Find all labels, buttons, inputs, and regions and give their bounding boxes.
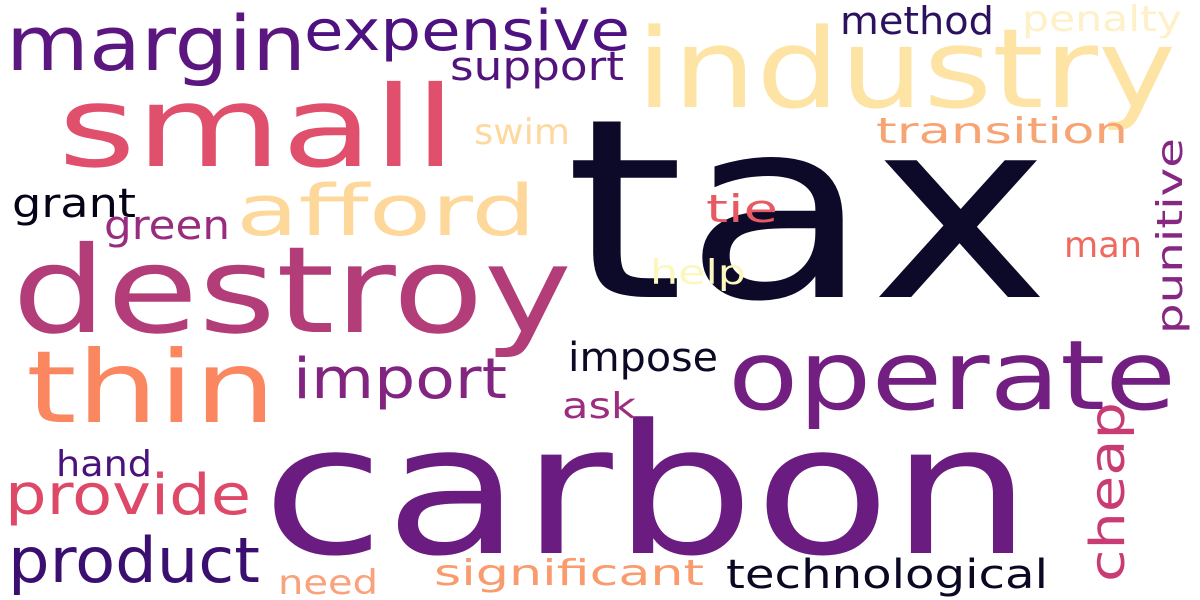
- word-significant: significant: [434, 553, 705, 594]
- word-tax: tax: [565, 65, 1050, 356]
- word-carbon: carbon: [262, 387, 1032, 596]
- word-swim: swim: [474, 112, 570, 153]
- word-penalty: penalty: [1022, 0, 1182, 40]
- word-destroy: destroy: [12, 222, 572, 361]
- word-product: product: [8, 524, 260, 597]
- word-thin: thin: [26, 329, 276, 446]
- word-method: method: [840, 0, 994, 43]
- word-impose: impose: [568, 335, 718, 381]
- word-help: help: [650, 253, 746, 293]
- word-industry: industry: [636, 5, 1176, 133]
- word-support: support: [450, 44, 625, 90]
- word-tie: tie: [706, 187, 779, 231]
- word-man: man: [1064, 225, 1143, 266]
- word-punitive: punitive: [1150, 137, 1191, 334]
- word-hand: hand: [56, 444, 152, 485]
- word-provide: provide: [5, 463, 252, 528]
- word-transition: transition: [876, 111, 1129, 152]
- word-expensive: expensive: [304, 0, 630, 64]
- word-import: import: [293, 347, 507, 412]
- word-need: need: [278, 563, 378, 600]
- word-operate: operate: [728, 320, 1176, 432]
- word-ask: ask: [562, 386, 637, 427]
- word-afford: afford: [236, 170, 537, 252]
- word-green: green: [104, 203, 230, 249]
- word-cheap: cheap: [1080, 402, 1136, 582]
- word-margin: margin: [6, 0, 306, 88]
- word-technological: technological: [726, 552, 1048, 598]
- word-small: small: [58, 63, 456, 193]
- word-grant: grant: [12, 181, 137, 227]
